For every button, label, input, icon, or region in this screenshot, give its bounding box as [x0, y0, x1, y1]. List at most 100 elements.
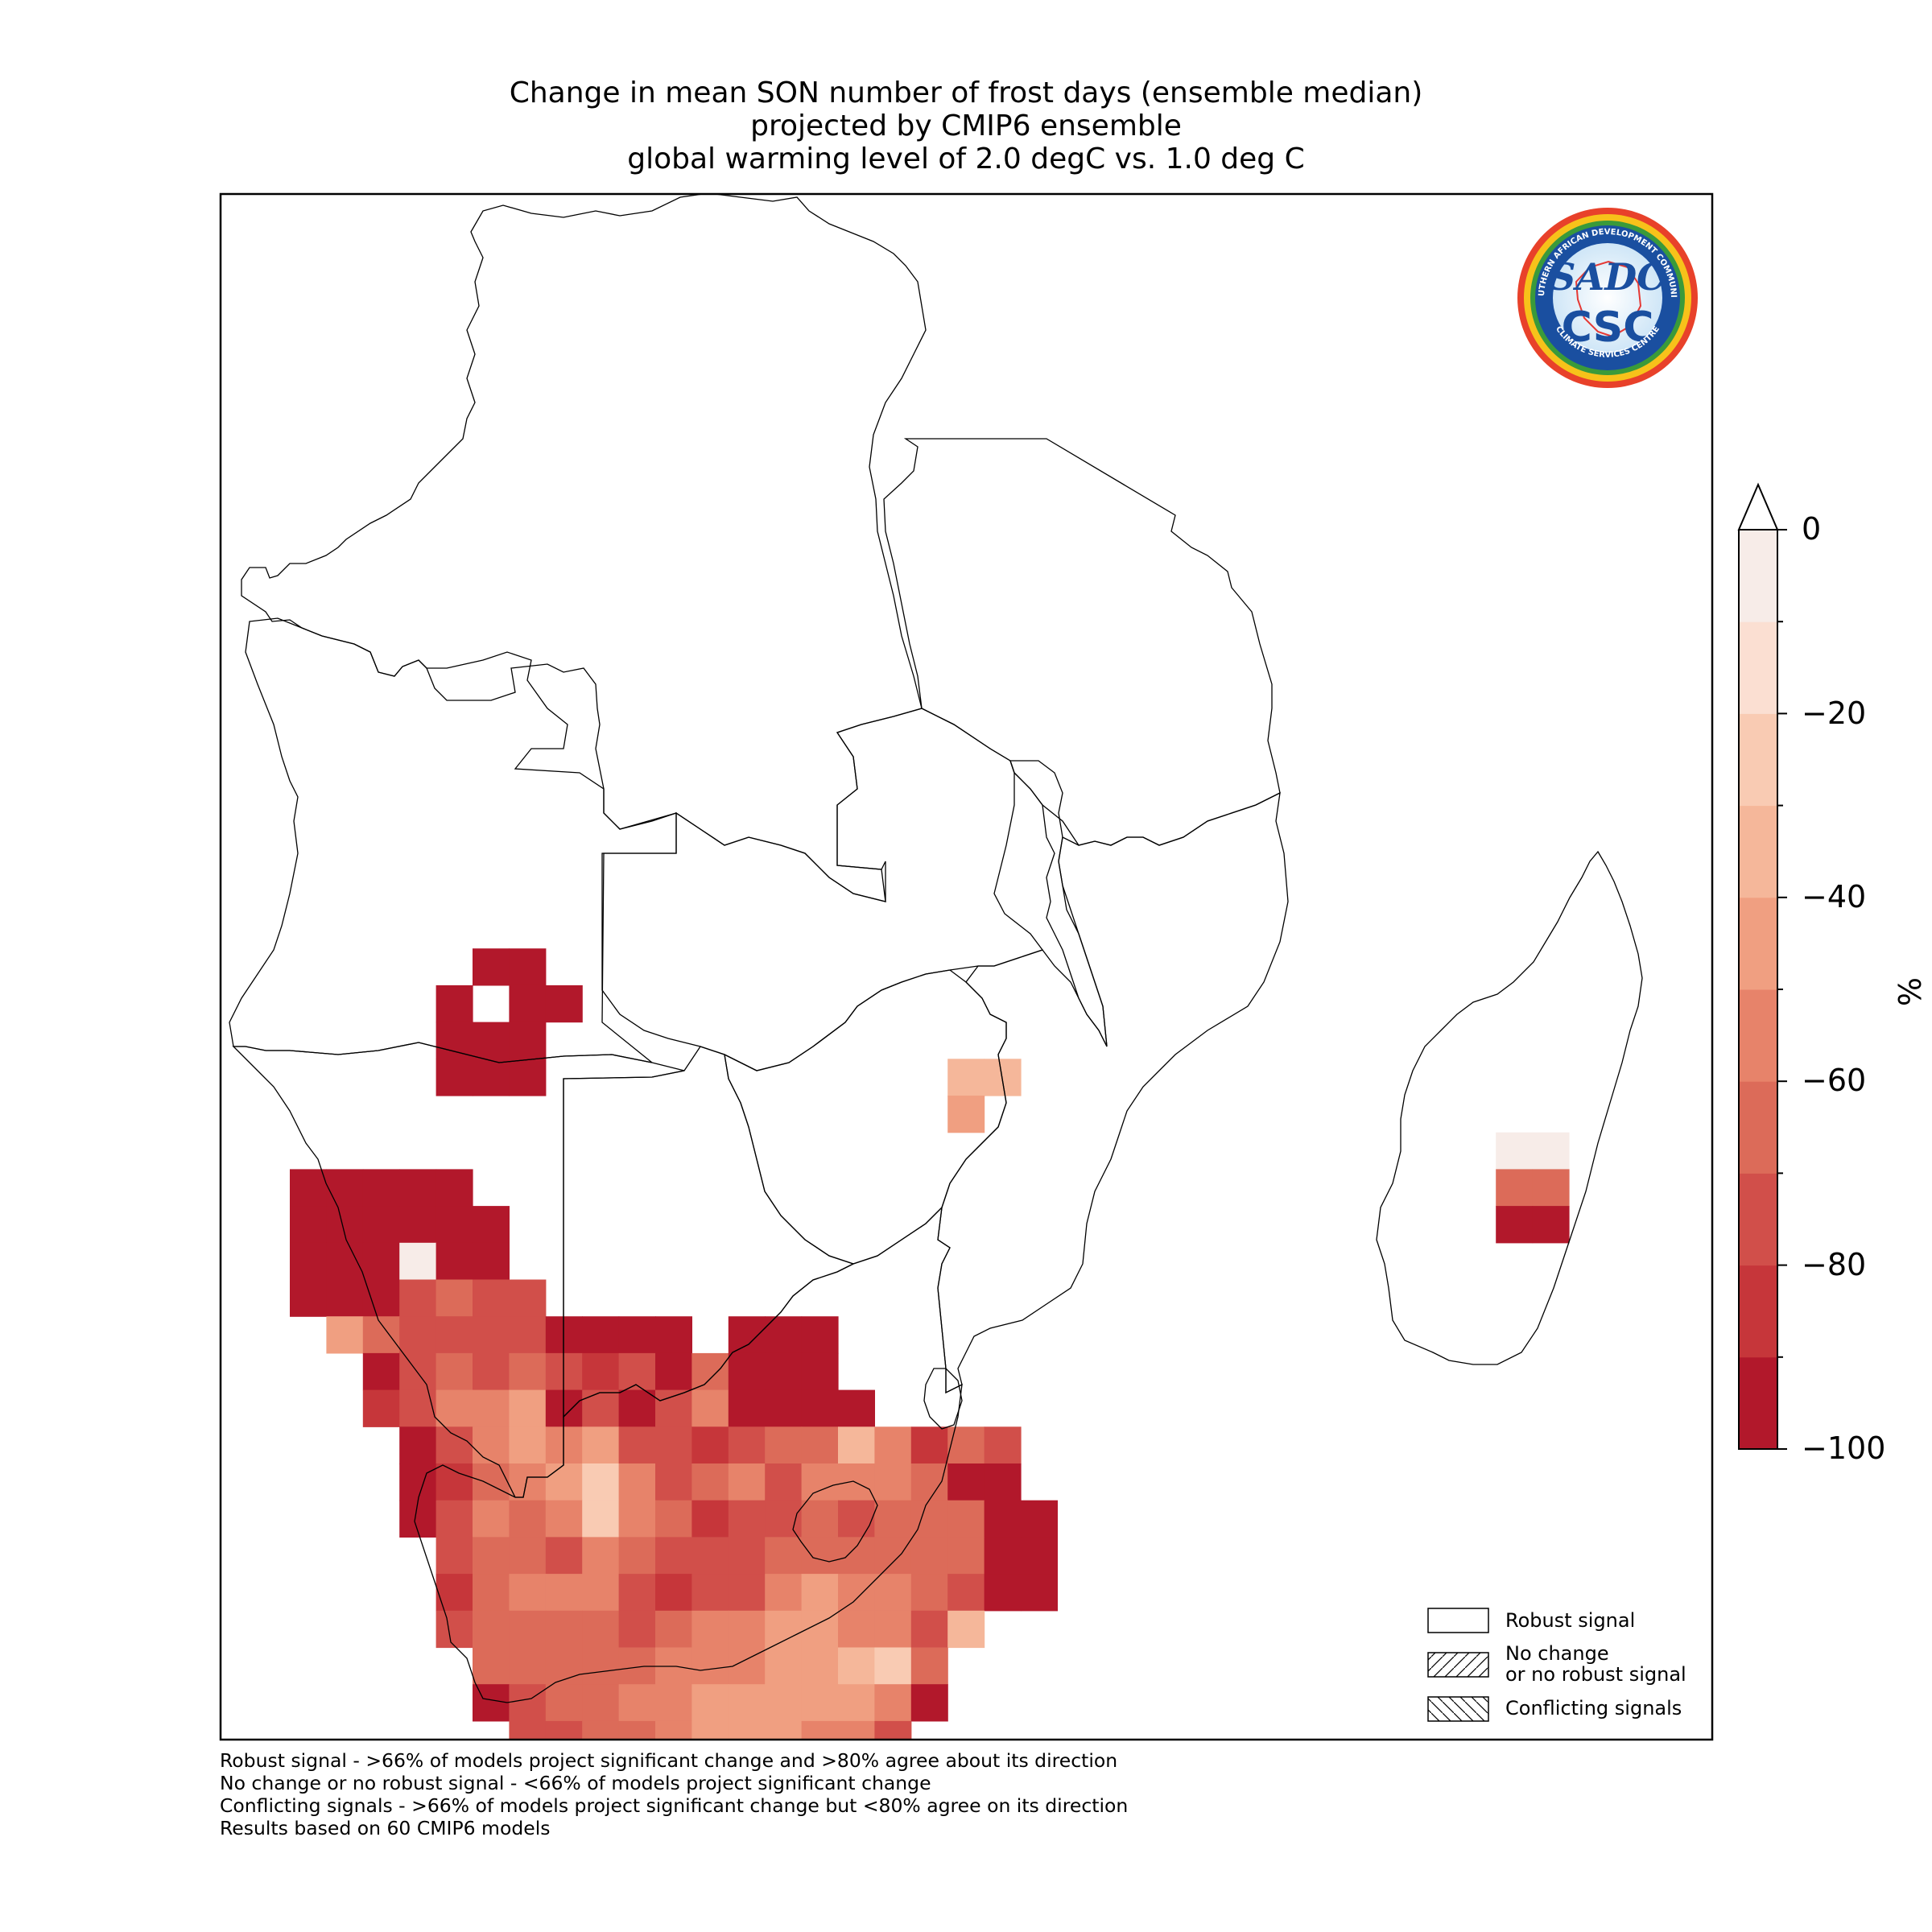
grid-cell — [473, 1574, 510, 1612]
grid-cell — [582, 1352, 620, 1391]
grid-cell — [765, 1574, 803, 1612]
grid-cell — [1532, 1132, 1570, 1170]
grid-cell — [362, 1389, 400, 1427]
legend-robust-label: Robust signal — [1505, 1609, 1636, 1632]
grid-cell — [509, 1684, 547, 1722]
grid-cell — [618, 1720, 656, 1740]
colorbar-segment — [1739, 897, 1777, 990]
grid-cell — [545, 985, 583, 1023]
grid-cell — [728, 1720, 766, 1740]
title-line-1: Change in mean SON number of frost days … — [509, 76, 1423, 109]
border-zambia — [601, 708, 1044, 1071]
grid-cell — [728, 1316, 766, 1354]
grid-cell — [765, 1389, 803, 1427]
grid-cell — [436, 1206, 473, 1244]
border-drc — [241, 194, 927, 902]
grid-cell — [290, 1206, 327, 1244]
grid-cell — [947, 1426, 985, 1464]
grid-cell — [691, 1352, 729, 1391]
grid-cell — [399, 1316, 437, 1354]
legend-conflicting-label: Conflicting signals — [1505, 1697, 1682, 1719]
grid-cell — [582, 1316, 620, 1354]
grid-cell — [436, 1242, 473, 1281]
grid-cell — [399, 1169, 437, 1207]
grid-cell — [436, 1352, 473, 1391]
colorbar-tick-4: −80 — [1802, 1247, 1867, 1282]
colorbar-tick-0: 0 — [1802, 511, 1822, 547]
colorbar-segment — [1739, 1173, 1777, 1266]
footnote-4: Results based on 60 CMIP6 models — [220, 1817, 551, 1839]
grid-cell — [545, 1537, 583, 1575]
grid-cell — [618, 1389, 656, 1427]
grid-cell — [801, 1574, 839, 1612]
grid-cell — [509, 948, 547, 986]
grid-cell — [838, 1720, 875, 1740]
grid-cell — [473, 1242, 510, 1281]
grid-cell — [509, 1500, 547, 1538]
grid-cell — [691, 1574, 729, 1612]
grid-cell — [509, 1537, 547, 1575]
grid-cell — [436, 1059, 473, 1096]
grid-cell — [436, 1022, 473, 1059]
footnotes: Robust signal - >66% of models project s… — [220, 1749, 1128, 1839]
grid-cell — [801, 1426, 839, 1464]
grid-cell — [655, 1537, 692, 1575]
footnote-2: No change or no robust signal - <66% of … — [220, 1772, 931, 1794]
grid-cell — [362, 1169, 400, 1207]
grid-cell — [655, 1463, 692, 1501]
grid-cell — [947, 1463, 985, 1501]
grid-cell — [509, 1426, 547, 1464]
border-madagascar — [1376, 850, 1643, 1365]
grid-cell — [655, 1316, 692, 1354]
grid-cell — [473, 1389, 510, 1427]
grid-cell — [655, 1684, 692, 1722]
grid-cell — [509, 1059, 547, 1096]
map-frame — [219, 192, 1714, 1741]
grid-cell — [984, 1463, 1022, 1501]
grid-cell — [874, 1574, 912, 1612]
colorbar-tick-1: −20 — [1802, 696, 1867, 731]
legend-nochange-label-1: No change — [1505, 1642, 1609, 1665]
grid-cell — [728, 1610, 766, 1649]
chart-title: Change in mean SON number of frost days … — [0, 76, 1932, 175]
grid-cell — [838, 1684, 875, 1722]
grid-cell — [728, 1426, 766, 1464]
grid-cell — [874, 1463, 912, 1501]
grid-cell — [1532, 1169, 1570, 1207]
grid-cell — [728, 1352, 766, 1391]
grid-cell — [582, 1500, 620, 1538]
grid-cell — [838, 1463, 875, 1501]
colorbar-segment — [1739, 530, 1777, 622]
colorbar-segment — [1739, 1265, 1777, 1358]
grid-cell — [509, 1279, 547, 1317]
grid-cell — [874, 1426, 912, 1464]
grid-cell — [801, 1316, 839, 1354]
grid-cell — [838, 1500, 875, 1538]
grid-cell — [838, 1537, 875, 1575]
grid-cell — [362, 1206, 400, 1244]
grid-cell — [362, 1279, 400, 1317]
grid-cell — [691, 1610, 729, 1649]
grid-cell — [545, 1574, 583, 1612]
grid-cell — [509, 985, 547, 1023]
grid-cell — [984, 1500, 1022, 1538]
grid-cell — [473, 1206, 510, 1244]
grid-cell — [728, 1537, 766, 1575]
grid-cell — [509, 1574, 547, 1612]
border-malawi — [1009, 760, 1108, 1047]
grid-cell — [765, 1500, 803, 1538]
grid-cell — [765, 1537, 803, 1575]
grid-cell — [691, 1426, 729, 1464]
legend-robust-swatch — [1427, 1608, 1489, 1633]
grid-cell — [545, 1316, 583, 1354]
logo-monogram: SADC — [1549, 255, 1666, 299]
grid-cell — [545, 1389, 583, 1427]
grid-cell — [984, 1426, 1022, 1464]
grid-cells — [290, 948, 1570, 1740]
grid-cell — [509, 1022, 547, 1059]
grid-cell — [728, 1684, 766, 1722]
logo-ring-text-top: SOUTHERN AFRICAN DEVELOPMENT COMMUNITY — [0, 0, 1678, 298]
colorbar-extend-arrow — [1737, 482, 1779, 530]
colorbar-segment — [1739, 713, 1777, 807]
grid-cell — [326, 1316, 364, 1354]
